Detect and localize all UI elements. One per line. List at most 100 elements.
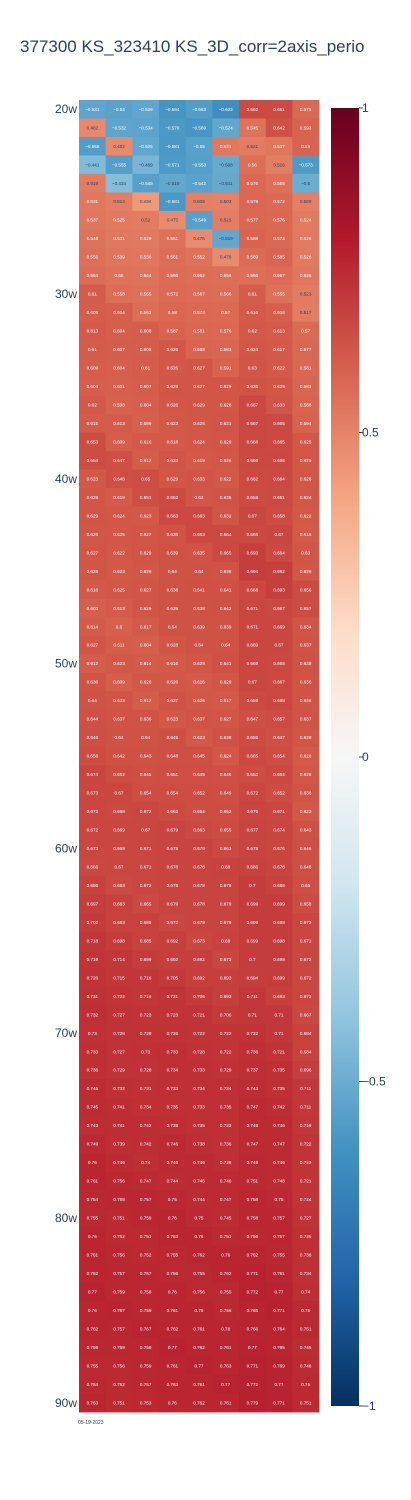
heatmap-cell xyxy=(79,1153,107,1173)
heatmap-cell xyxy=(79,1393,107,1413)
cell-value-label: 0.761 xyxy=(167,1308,179,1313)
cell-value-label: 0.7 xyxy=(249,883,256,888)
cell-value-label: 0.767 xyxy=(113,1308,125,1313)
cell-value-label: −0.5 xyxy=(301,181,311,186)
cell-value-label: 0.664 xyxy=(273,772,285,777)
cell-value-label: 0.668 xyxy=(273,661,285,666)
cell-value-label: 0.636 xyxy=(87,680,99,685)
cell-value-label: 0.667 xyxy=(247,403,259,408)
cell-value-label: 0.56 xyxy=(248,162,257,167)
cell-value-label: 0.663 xyxy=(220,846,232,851)
cell-value-label: 0.623 xyxy=(113,661,125,666)
y-tick-label: 70w xyxy=(55,1026,77,1040)
cell-value-label: 0.772 xyxy=(247,1289,259,1294)
heatmap-cell xyxy=(185,525,213,544)
cell-value-label: 0.678 xyxy=(167,864,179,869)
heatmap-cell xyxy=(132,839,160,859)
cell-value-label: 0.767 xyxy=(140,1326,152,1331)
heatmap-cell xyxy=(239,1319,267,1339)
cell-value-label: 0.646 xyxy=(220,772,232,777)
cell-value-label: 0.643 xyxy=(140,754,152,759)
heatmap-cell xyxy=(292,1301,320,1321)
heatmap-cell xyxy=(132,506,160,526)
cell-value-label: 0.657 xyxy=(300,606,312,611)
heatmap-cell xyxy=(239,1245,267,1265)
cell-value-label: 0.652 xyxy=(193,791,205,796)
heatmap-cell xyxy=(105,488,133,507)
cell-value-label: 0.685 xyxy=(140,938,152,943)
heatmap-cell xyxy=(265,321,293,341)
cell-value-label: 0.735 xyxy=(300,1234,312,1239)
heatmap-cell xyxy=(185,340,213,360)
heatmap-cell xyxy=(159,580,187,600)
heatmap-cell xyxy=(265,266,293,286)
cell-value-label: 0.537 xyxy=(273,144,285,149)
heatmap-cell xyxy=(79,1190,107,1210)
cell-value-label: 0.564 xyxy=(87,273,99,278)
heatmap-cell xyxy=(212,358,240,378)
cell-value-label: −0.558 xyxy=(85,144,100,149)
cell-value-label: 0.693 xyxy=(273,587,285,592)
heatmap-cell xyxy=(105,857,133,877)
cell-value-label: 0.643 xyxy=(300,828,312,833)
cell-value-label: 0.587 xyxy=(167,329,179,334)
heatmap-cell xyxy=(159,1005,187,1025)
cell-value-label: 0.672 xyxy=(140,809,152,814)
heatmap-cell xyxy=(105,1301,133,1321)
heatmap-cell xyxy=(265,1227,293,1247)
heatmap-cell xyxy=(239,303,267,323)
cell-value-label: 0.655 xyxy=(220,828,232,833)
heatmap-cell xyxy=(185,1338,213,1357)
cell-value-label: 0.626 xyxy=(167,680,179,685)
cell-value-label: 0.722 xyxy=(113,994,125,999)
cell-value-label: 0.535 xyxy=(300,273,312,278)
cell-value-label: 0.663 xyxy=(167,513,179,518)
heatmap-cell xyxy=(292,1042,320,1062)
heatmap-cell xyxy=(105,1319,133,1339)
cell-value-label: 0.718 xyxy=(87,938,99,943)
heatmap-cell xyxy=(159,1079,187,1099)
heatmap-cell xyxy=(105,229,133,249)
cell-value-label: 0.64 xyxy=(115,735,124,740)
cell-value-label: 0.629 xyxy=(193,403,205,408)
cell-value-label: 0.736 xyxy=(300,1253,312,1258)
heatmap-cell xyxy=(185,1023,213,1043)
heatmap-cell xyxy=(265,155,293,175)
heatmap-cell xyxy=(185,876,213,895)
cell-value-label: 0.692 xyxy=(167,957,179,962)
cell-value-label: 0.607 xyxy=(113,347,125,352)
cell-value-label: 0.674 xyxy=(273,828,285,833)
cell-value-label: 0.609 xyxy=(113,439,125,444)
heatmap-cell xyxy=(159,1245,187,1265)
heatmap-cell xyxy=(79,1319,107,1339)
heatmap-cell xyxy=(132,1079,160,1099)
cell-value-label: 0.673 xyxy=(87,791,99,796)
cell-value-label: 0.638 xyxy=(300,661,312,666)
heatmap-cell xyxy=(185,1319,213,1339)
heatmap-cell xyxy=(185,229,213,249)
cell-value-label: 0.74 xyxy=(301,1289,310,1294)
heatmap-cell xyxy=(265,100,293,119)
heatmap-cell xyxy=(239,709,267,729)
cell-value-label: 0.531 xyxy=(87,199,99,204)
heatmap-cell xyxy=(292,913,320,932)
heatmap-cell xyxy=(265,617,293,637)
cell-value-label: 0.629 xyxy=(87,513,99,518)
heatmap-cell xyxy=(239,1171,267,1191)
heatmap-cell xyxy=(105,617,133,637)
cell-value-label: −0.525 xyxy=(139,144,154,149)
heatmap-cell xyxy=(265,857,293,877)
heatmap-cell xyxy=(292,1245,320,1265)
heatmap-cell xyxy=(185,1356,213,1376)
heatmap-cell xyxy=(292,783,320,803)
heatmap-cell xyxy=(132,1338,160,1357)
heatmap-cell xyxy=(212,1338,240,1357)
cell-value-label: 0.671 xyxy=(140,846,152,851)
cell-value-label: 0.626 xyxy=(193,698,205,703)
heatmap-cell xyxy=(212,488,240,507)
cell-value-label: 0.6 xyxy=(116,624,123,629)
heatmap-cell xyxy=(212,1042,240,1062)
heatmap-cell xyxy=(239,1042,267,1062)
colorbar-ticks: 1 0.5 0 −0.5 −1 xyxy=(359,101,386,1413)
heatmap-cell xyxy=(185,395,213,415)
